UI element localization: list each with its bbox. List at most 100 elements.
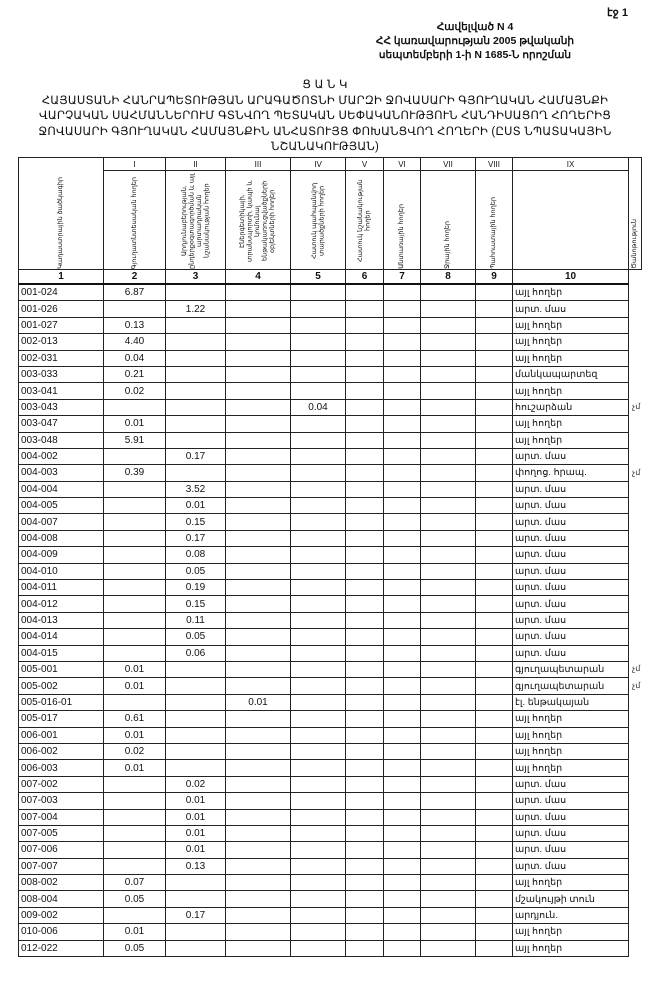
title-line: ՀԱՅԱՍՏԱՆԻ ՀԱՆՐԱՊԵՏՈՒԹՅԱՆ ԱՐԱԳԱԾՈՏՆԻ ՄԱՐԶ…: [41, 94, 609, 107]
area-cell: [345, 382, 384, 400]
area-cell: [225, 562, 291, 581]
area-cell: [475, 431, 513, 449]
cadastral-code-cell: 004-012: [18, 595, 104, 613]
header-note: Ծանոթություն: [628, 157, 642, 270]
area-cell: 0.39: [103, 464, 166, 482]
area-cell: [383, 283, 421, 302]
area-cell: [225, 792, 291, 810]
area-cell: [475, 513, 513, 531]
area-cell: [345, 726, 384, 744]
table-row: 004-015 0.06 արտ. մաս: [18, 644, 642, 662]
area-cell: [103, 857, 166, 876]
area-cell: [383, 775, 421, 794]
table-row: 007-002 0.02 արտ. մաս: [18, 775, 642, 794]
area-cell: [345, 316, 384, 335]
area-cell: [420, 415, 476, 433]
area-cell: [165, 923, 226, 941]
area-cell: [165, 431, 226, 449]
area-cell: [383, 759, 421, 777]
column-header: Էներգետիկայի, տրանսպորտի, կապի և կոմունա…: [225, 170, 291, 270]
area-cell: [383, 824, 421, 843]
area-cell: [475, 316, 513, 335]
area-cell: 0.01: [103, 726, 166, 744]
table-row: 004-004 3.52 արտ. մաս: [18, 480, 642, 499]
area-cell: [225, 677, 291, 695]
column-number: 7: [383, 269, 421, 285]
header-label: Ջրային հողեր: [444, 221, 452, 269]
note-cell: արտ. մաս: [512, 562, 629, 581]
area-cell: [345, 824, 384, 843]
note-cell: արտ. մաս: [512, 300, 629, 318]
table-row: 006-003 0.01 այլ հողեր: [18, 759, 642, 777]
area-cell: [420, 513, 476, 531]
area-cell: [420, 628, 476, 646]
area-cell: [290, 890, 346, 908]
area-cell: [383, 841, 421, 859]
area-cell: 0.01: [103, 923, 166, 941]
margin-mark: չմ: [632, 680, 641, 690]
note-cell: արտ. մաս: [512, 792, 629, 810]
area-cell: [345, 808, 384, 826]
area-cell: [165, 349, 226, 367]
area-cell: [345, 447, 384, 466]
area-cell: [290, 611, 346, 630]
note-cell: այլ հողեր: [512, 349, 629, 367]
column-header: Հատուկ պահպանվող տարածքների հողեր: [290, 170, 346, 270]
area-cell: [345, 710, 384, 728]
area-cell: 0.15: [165, 513, 226, 531]
area-cell: 5.91: [103, 431, 166, 449]
cadastral-code-cell: 005-002: [18, 677, 104, 695]
column-number: 10: [512, 269, 629, 285]
area-cell: [103, 693, 166, 712]
note-cell: արդյուն.: [512, 906, 629, 925]
area-cell: [225, 333, 291, 351]
area-cell: [165, 398, 226, 417]
area-cell: [225, 841, 291, 859]
column-header: Հատուկ նշանակության հողեր: [345, 170, 384, 270]
area-cell: [420, 365, 476, 384]
cadastral-code-cell: 004-011: [18, 579, 104, 597]
note-cell: արտ. մաս: [512, 546, 629, 564]
roman-numeral: VII: [420, 157, 476, 171]
table-row: 004-012 0.15 արտ. մաս: [18, 595, 642, 613]
table-row: 007-007 0.13 արտ. մաս: [18, 857, 642, 876]
area-cell: [383, 710, 421, 728]
area-cell: [383, 660, 421, 679]
table-row: 002-013 4.40 այլ հողեր: [18, 333, 642, 351]
area-cell: [345, 480, 384, 499]
note-cell: այլ հողեր: [512, 923, 629, 941]
note-cell: արտ. մաս: [512, 628, 629, 646]
area-cell: [420, 677, 476, 695]
area-cell: [225, 365, 291, 384]
area-cell: [475, 300, 513, 318]
area-cell: 0.02: [103, 382, 166, 400]
cadastral-code-cell: 003-033: [18, 365, 104, 384]
margin-mark: չմ: [632, 467, 641, 477]
note-cell: փողոց. հրապ.: [512, 464, 629, 482]
area-cell: [383, 906, 421, 925]
cadastral-code-cell: 006-003: [18, 759, 104, 777]
area-cell: [383, 874, 421, 892]
area-cell: [420, 857, 476, 876]
area-cell: [345, 431, 384, 449]
area-cell: 0.21: [103, 365, 166, 384]
note-cell: այլ հողեր: [512, 710, 629, 728]
area-cell: 0.05: [165, 562, 226, 581]
area-cell: [225, 906, 291, 925]
land-table: Կադաստրային ծածկագիր I II III IV V VI VII VIII IX…: [18, 157, 642, 958]
area-cell: [225, 415, 291, 433]
area-cell: [290, 415, 346, 433]
area-cell: [383, 644, 421, 662]
note-cell: արտ. մաս: [512, 513, 629, 531]
cadastral-code-cell: 004-005: [18, 497, 104, 515]
area-cell: [475, 660, 513, 679]
area-cell: [290, 562, 346, 581]
table-row: 003-043 0.04 հուշարձան: [18, 398, 642, 417]
area-cell: [225, 660, 291, 679]
area-cell: [345, 890, 384, 908]
area-cell: [383, 628, 421, 646]
area-cell: [345, 644, 384, 662]
area-cell: [290, 693, 346, 712]
area-cell: [420, 480, 476, 499]
